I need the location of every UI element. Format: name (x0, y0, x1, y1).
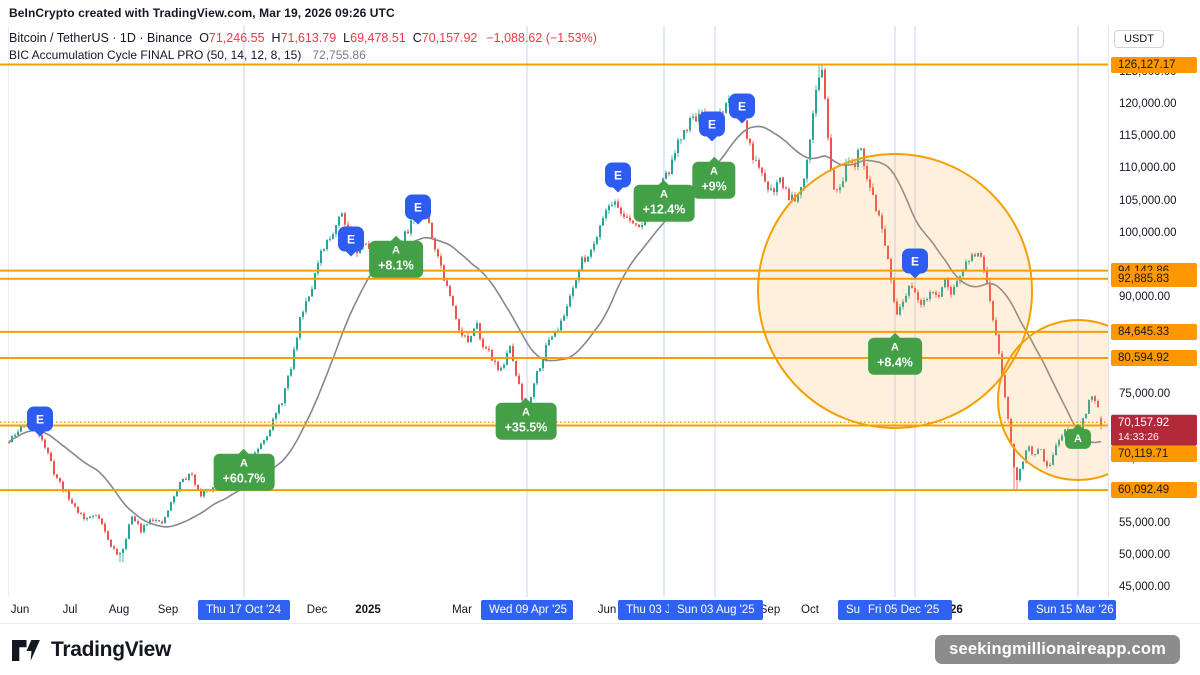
accumulation-letter: A (240, 457, 248, 470)
level-price-label: 126,127.17 (1111, 56, 1197, 73)
current-price-value: 70,157.92 (1118, 416, 1170, 429)
price-tick-label: 75,000.00 (1119, 388, 1171, 400)
time-tick-label: Jul (62, 604, 78, 616)
level-price-label: 60,092.49 (1111, 482, 1197, 499)
exit-marker[interactable]: E (338, 226, 364, 252)
ohlc-close: C70,157.92 (412, 31, 478, 45)
tradingview-logo-icon (12, 639, 40, 661)
exit-marker[interactable]: E (902, 248, 928, 274)
time-tick-label: Sep (157, 604, 179, 616)
accumulation-letter: A (522, 406, 530, 419)
level-price-label: 80,594.92 (1111, 350, 1197, 366)
change-value: −1,088.62 (−1.53%) (486, 31, 597, 45)
price-axis[interactable]: USDT 125,000.00120,000.00115,000.00110,0… (1108, 26, 1200, 597)
price-tick-label: 50,000.00 (1119, 549, 1171, 562)
highlighted-date-label: Sun 03 Aug '25 (669, 600, 763, 620)
highlighted-date-label: Sun 15 Mar '26 (1028, 600, 1116, 620)
time-axis[interactable]: JunJulAugSepDec2025MarJunSepOct2026Thu 1… (0, 597, 1200, 623)
accumulation-percent: +60.7% (222, 472, 266, 487)
highlighted-date-label: Fri 05 Dec '25 (860, 600, 952, 620)
exit-marker[interactable]: E (405, 194, 431, 220)
tradingview-brand[interactable]: TradingView (12, 637, 171, 663)
exit-marker[interactable]: E (699, 111, 725, 137)
price-tick-label: 45,000.00 (1119, 581, 1171, 594)
current-price-label: 70,157.92 14:33:26 (1111, 414, 1197, 446)
accumulation-marker[interactable]: A +60.7% (213, 453, 275, 491)
ohlc-low: L69,478.51 (343, 31, 406, 45)
price-tick-label: 100,000.00 (1119, 226, 1177, 239)
accumulation-letter: A (660, 188, 668, 201)
accumulation-marker[interactable]: A +12.4% (633, 184, 695, 222)
watermark-badge: seekingmillionaireapp.com (935, 635, 1180, 664)
accumulation-marker[interactable]: A (1065, 428, 1091, 450)
ohlc-open: O71,246.55 (199, 31, 265, 45)
highlighted-date-label: Thu 17 Oct '24 (198, 600, 290, 620)
time-tick-label: Sep (759, 604, 781, 616)
time-tick-label: Aug (108, 604, 130, 616)
currency-toggle-button[interactable]: USDT (1114, 30, 1164, 48)
chart-pane[interactable]: Bitcoin / TetherUS · 1D · Binance O71,24… (0, 26, 1108, 597)
indicator-name[interactable]: BIC Accumulation Cycle FINAL PRO (50, 14… (9, 47, 302, 62)
time-tick-label: Jun (597, 604, 617, 616)
accumulation-marker[interactable]: A +35.5% (495, 402, 557, 440)
attribution-text: BeInCrypto created with TradingView.com,… (9, 6, 395, 20)
accumulation-letter: A (1074, 432, 1082, 445)
level-price-label: 92,885.83 (1111, 270, 1197, 287)
exit-marker[interactable]: E (605, 162, 631, 188)
footer-bar: TradingView seekingmillionaireapp.com (0, 623, 1200, 675)
highlighted-date-label: Wed 09 Apr '25 (481, 600, 573, 620)
time-tick-label: Oct (801, 604, 819, 616)
price-tick-label: 120,000.00 (1119, 98, 1177, 110)
indicator-value: 72,755.86 (312, 47, 366, 62)
time-tick-label: Mar (452, 604, 472, 616)
price-tick-label: 110,000.00 (1119, 162, 1176, 175)
bar-countdown: 14:33:26 (1118, 430, 1159, 443)
level-price-label: 84,645.33 (1111, 323, 1197, 340)
accumulation-percent: +35.5% (504, 421, 548, 436)
tradingview-wordmark: TradingView (51, 637, 172, 661)
exit-marker[interactable]: E (27, 406, 53, 432)
accumulation-letter: A (392, 244, 400, 257)
chart-legend[interactable]: Bitcoin / TetherUS · 1D · Binance O71,24… (9, 30, 597, 63)
accumulation-marker[interactable]: A +8.4% (868, 337, 922, 375)
price-tick-label: 115,000.00 (1119, 130, 1176, 143)
ohlc-high: H71,613.79 (271, 31, 337, 45)
time-tick-label: Jun (10, 604, 30, 616)
accumulation-letter: A (891, 341, 899, 354)
symbol-row[interactable]: Bitcoin / TetherUS · 1D · Binance O71,24… (9, 30, 597, 47)
level-price-label: 70,119.71 (1111, 445, 1197, 462)
price-tick-label: 105,000.00 (1119, 194, 1177, 207)
symbol-title[interactable]: Bitcoin / TetherUS · 1D · Binance (9, 31, 193, 45)
accumulation-marker[interactable]: A +9% (692, 161, 736, 199)
accumulation-percent: +9% (701, 180, 727, 195)
price-tick-label: 55,000.00 (1119, 516, 1171, 529)
exit-marker[interactable]: E (729, 93, 755, 119)
chart-canvas[interactable] (0, 26, 1108, 597)
price-tick-label: 90,000.00 (1119, 291, 1171, 304)
indicator-row[interactable]: BIC Accumulation Cycle FINAL PRO (50, 14… (9, 47, 597, 63)
time-tick-label: 2025 (355, 604, 381, 616)
time-tick-label: Dec (306, 604, 328, 616)
accumulation-percent: +8.4% (877, 356, 913, 371)
attribution-header: BeInCrypto created with TradingView.com,… (0, 0, 1200, 26)
accumulation-percent: +8.1% (378, 259, 414, 274)
accumulation-letter: A (710, 165, 718, 178)
accumulation-marker[interactable]: A +8.1% (369, 240, 423, 278)
accumulation-percent: +12.4% (642, 203, 686, 218)
